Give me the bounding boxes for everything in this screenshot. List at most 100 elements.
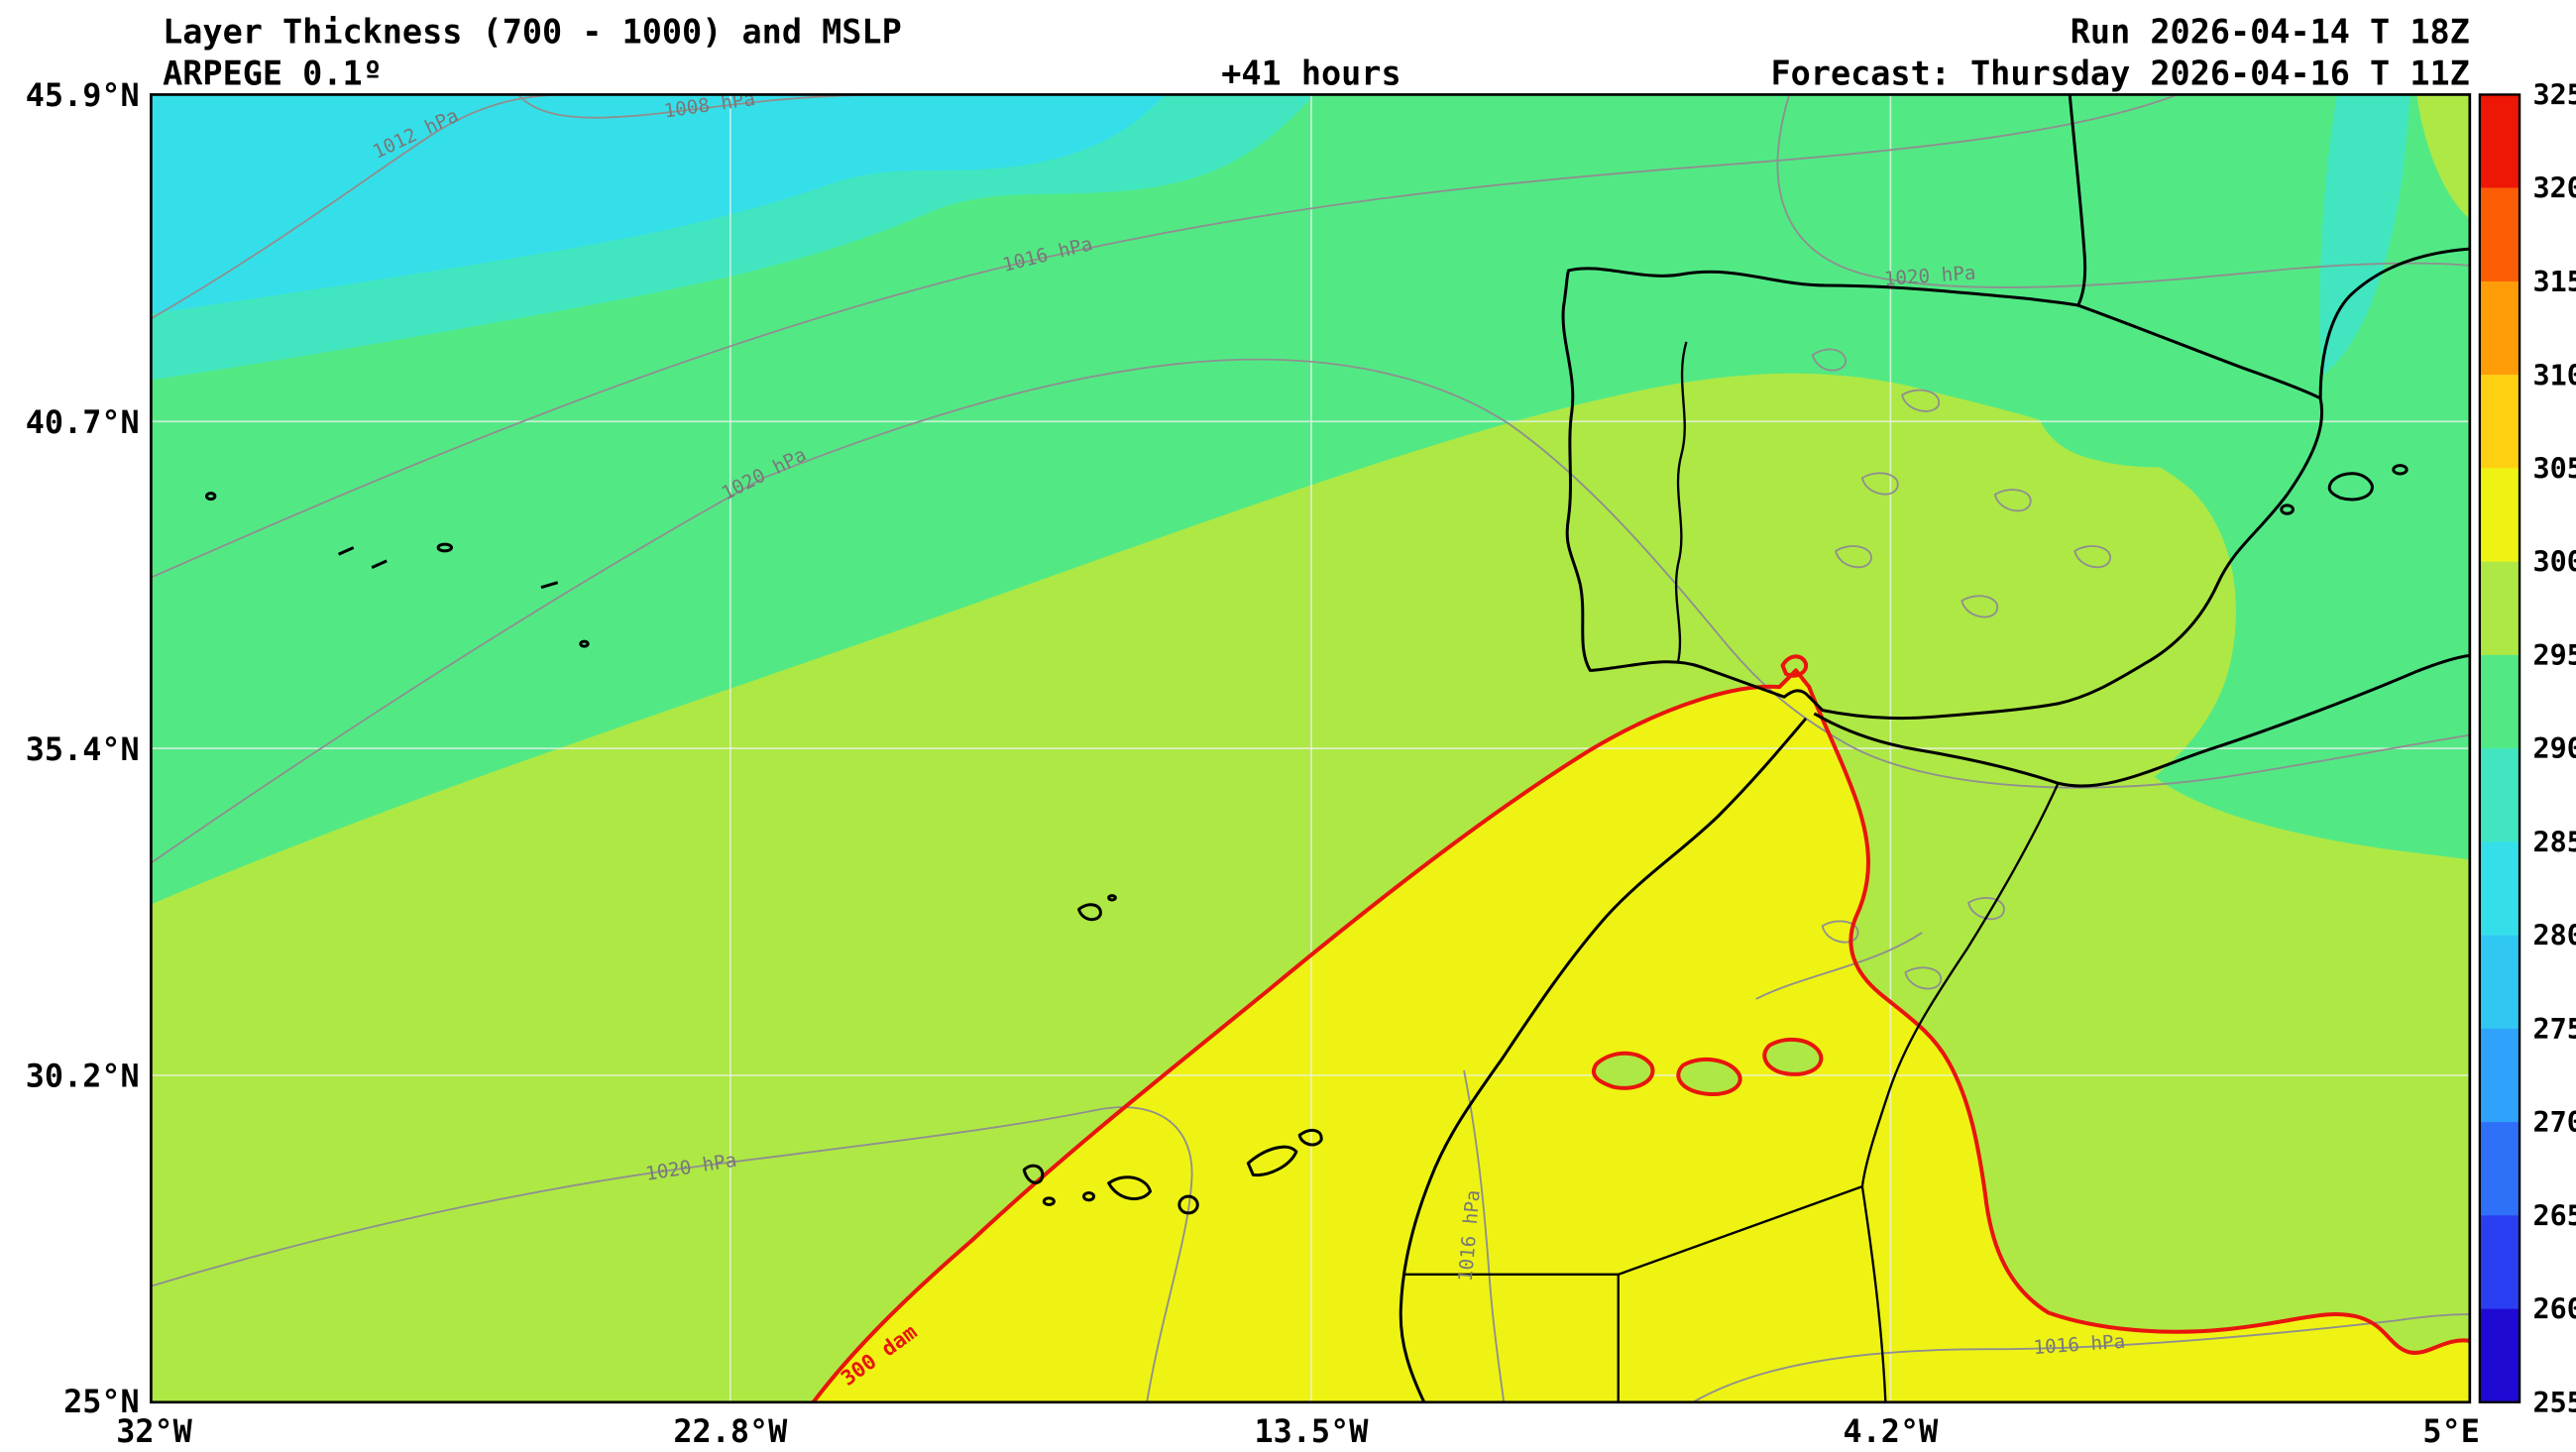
thickness-contour xyxy=(811,654,2470,1402)
minor-contour-squiggle xyxy=(1860,472,1899,496)
thickness-300dam-gibraltar-spur xyxy=(1780,654,1808,678)
lon-tick-label: 32°W xyxy=(116,1412,192,1450)
colorbar-tick-label: 260 xyxy=(2532,1293,2576,1326)
island-la-palma xyxy=(1022,1164,1045,1184)
isobar-1020-low-line xyxy=(151,1106,1193,1402)
thickness-300dam-atlas-loop xyxy=(1591,1051,1655,1090)
coastlines xyxy=(1399,94,2470,1402)
colorbar-segment xyxy=(2479,468,2520,562)
island-lanzarote xyxy=(1297,1128,1323,1147)
border-morocco-sahara-spur xyxy=(1618,1185,1863,1276)
colorbar-tick-label: 275 xyxy=(2532,1013,2576,1046)
colorbar-tick-label: 320 xyxy=(2532,172,2576,205)
colorbar-tick-label: 300 xyxy=(2532,546,2576,579)
colorbar-tick-label: 310 xyxy=(2532,359,2576,391)
colorbar-tick-label: 255 xyxy=(2532,1387,2576,1419)
lat-tick-label: 30.2°N xyxy=(26,1058,140,1095)
region-290-295-pyrenees xyxy=(2037,388,2261,468)
page-title: Layer Thickness (700 - 1000) and MSLP xyxy=(163,13,902,52)
lon-tick-label: 4.2°W xyxy=(1844,1412,1940,1450)
island-tenerife xyxy=(1107,1175,1153,1201)
isobar-lines xyxy=(151,94,2470,1402)
colorbar-segment xyxy=(2479,1122,2520,1216)
isobar-1016-vertical-line xyxy=(1463,1069,1506,1402)
minor-contour-squiggle xyxy=(1993,489,2032,512)
border-morocco-algeria xyxy=(1860,782,2060,1402)
isobar-1016-main-line xyxy=(151,94,2179,579)
colorbar-tick-label: 285 xyxy=(2532,826,2576,858)
island-azores xyxy=(579,639,590,648)
lat-tick-label: 40.7°N xyxy=(26,403,140,441)
colorbar-segment xyxy=(2479,94,2520,188)
colorbar-segment xyxy=(2479,748,2520,842)
colorbar-tick-label: 305 xyxy=(2532,452,2576,485)
minor-contour-squiggle xyxy=(1967,897,2005,921)
island-azores xyxy=(371,559,388,569)
model-label: ARPEGE 0.1º xyxy=(163,54,383,92)
island-madeira xyxy=(1076,903,1102,922)
colorbar-segment xyxy=(2479,841,2520,936)
run-label: Run 2026-04-14 T 18Z xyxy=(2071,13,2470,52)
y-axis-labels: 45.9°N 40.7°N 35.4°N 30.2°N 25°N xyxy=(26,76,140,1420)
map-frame xyxy=(150,93,2472,1404)
island-fuerteventura xyxy=(1246,1145,1298,1176)
minor-contour-squiggle xyxy=(1960,595,1999,618)
x-axis-labels: 32°W 22.8°W 13.5°W 4.2°W 5°E xyxy=(116,1412,2480,1450)
minor-contour-squiggle xyxy=(1811,348,1848,372)
isobar-1016-bottom-line xyxy=(1692,1313,2470,1402)
coastline-iberia xyxy=(1561,267,2324,721)
coastline-africa-mediterranean xyxy=(1813,653,2470,788)
colorbar-tick-label: 270 xyxy=(2532,1106,2576,1139)
coastline-gulf-of-lion xyxy=(2318,247,2470,398)
island-porto-santo xyxy=(1107,894,1117,902)
map-area: 1012 hPa 1008 hPa 1016 hPa 1020 hPa 1020… xyxy=(151,94,2470,1402)
lead-time-label: +41 hours xyxy=(1221,54,1400,92)
lon-tick-label: 22.8°W xyxy=(673,1412,788,1450)
lat-tick-label: 45.9°N xyxy=(26,76,140,114)
region-295-300-top-right-corner xyxy=(2416,94,2470,220)
island-azores xyxy=(338,546,355,556)
island-azores xyxy=(540,581,559,590)
thickness-300dam-atlas-loop xyxy=(1762,1037,1824,1076)
islands xyxy=(204,464,2408,1215)
colorbar-segment xyxy=(2479,1215,2520,1309)
lat-tick-label: 35.4°N xyxy=(26,730,140,768)
graticule xyxy=(151,94,2470,1402)
isobar-1020-top-line xyxy=(1776,94,2470,288)
region-280-285-northwest xyxy=(151,94,1166,314)
colorbar-segment xyxy=(2479,280,2520,376)
colorbar-segment xyxy=(2479,375,2520,469)
island-azores xyxy=(204,492,217,502)
minor-contour-squiggle xyxy=(2073,545,2111,569)
colorbar-segment xyxy=(2479,935,2520,1030)
isobar-1012-line xyxy=(151,94,575,320)
thickness-300dam-atlas-loop xyxy=(1676,1057,1742,1097)
island-azores xyxy=(436,542,454,553)
colorbar-segment xyxy=(2479,187,2520,282)
minor-contour-squiggle xyxy=(1755,932,1923,1000)
region-300-305-sahara xyxy=(813,670,2470,1402)
island-el-hierro xyxy=(1042,1196,1056,1207)
colorbar-tick-label: 295 xyxy=(2532,639,2576,672)
colorbar: 325 320 315 310 305 300 295 290 285 280 … xyxy=(2478,78,2576,1419)
colorbar-tick-label: 280 xyxy=(2532,920,2576,952)
colorbar-segment xyxy=(2479,1028,2520,1123)
isobar-1020-mid-line xyxy=(151,358,2470,864)
colorbar-tick-label: 325 xyxy=(2532,78,2576,111)
thickness-300dam-line xyxy=(811,668,2470,1402)
island-gran-canaria xyxy=(1177,1194,1199,1215)
colorbar-tick-label: 265 xyxy=(2532,1199,2576,1232)
coastline-africa-atlantic xyxy=(1399,717,1808,1402)
island-menorca xyxy=(2392,464,2408,476)
colorbar-segment xyxy=(2479,1308,2520,1402)
colorbar-tick-label: 315 xyxy=(2532,266,2576,298)
minor-contour-squiggle xyxy=(1835,545,1872,569)
colorbar-frame xyxy=(2478,93,2521,1403)
colorbar-tick-label: 290 xyxy=(2532,732,2576,765)
border-portugal-spain xyxy=(1674,341,1688,663)
island-ibiza xyxy=(2280,503,2295,515)
island-mallorca xyxy=(2327,472,2374,502)
minor-contour-squiggle xyxy=(1901,389,1940,412)
